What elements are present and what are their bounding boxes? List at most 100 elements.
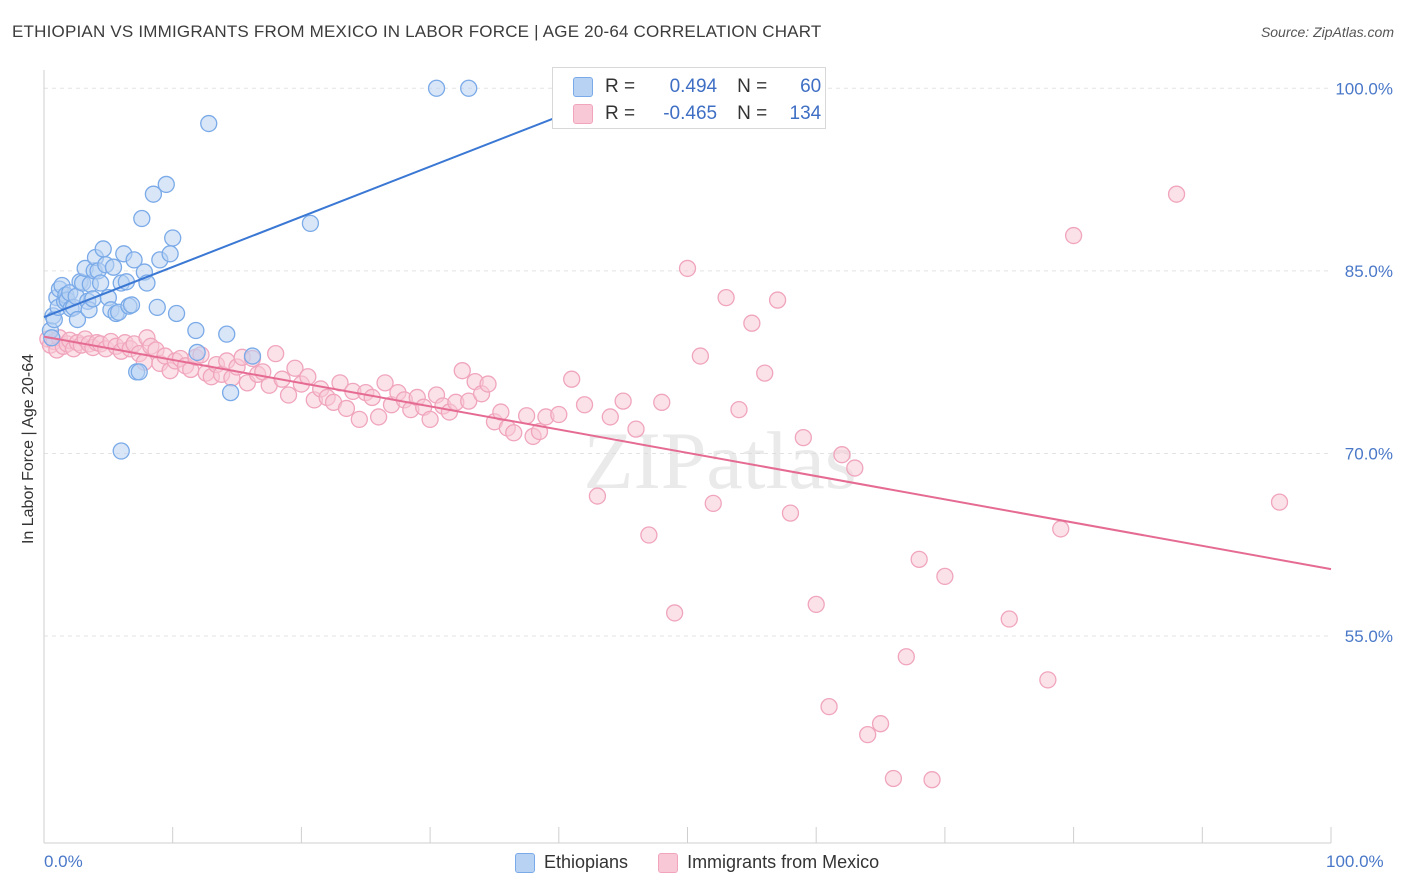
data-point	[301, 214, 320, 233]
data-point	[267, 344, 285, 363]
data-point	[125, 251, 143, 269]
data-point	[1039, 671, 1057, 689]
axes	[43, 70, 1332, 844]
data-point	[421, 410, 439, 429]
data-point	[563, 370, 581, 388]
legend-label-ethiopians: Ethiopians	[544, 852, 629, 872]
data-point	[781, 504, 800, 522]
data-point	[1270, 493, 1289, 511]
data-point	[627, 420, 645, 438]
data-point	[144, 185, 163, 203]
data-point	[923, 771, 941, 789]
data-point	[820, 698, 838, 716]
trend-lines	[43, 110, 1332, 571]
data-point	[653, 393, 671, 411]
data-point	[691, 347, 710, 365]
y-tick-label: 85.0%	[1345, 262, 1393, 281]
data-point	[164, 229, 182, 247]
chart-title: ETHIOPIAN VS IMMIGRANTS FROM MEXICO IN L…	[12, 22, 822, 41]
n-label: N =	[737, 103, 768, 124]
r-value: 0.494	[669, 76, 718, 97]
data-point	[550, 405, 568, 424]
data-point	[221, 383, 240, 402]
data-point	[1052, 520, 1070, 538]
data-point	[167, 304, 186, 323]
data-point	[601, 408, 619, 426]
data-point	[575, 396, 594, 414]
y-axis-label: In Labor Force | Age 20-64	[20, 353, 37, 545]
data-point	[517, 407, 536, 425]
data-point	[130, 363, 148, 381]
data-point	[704, 494, 722, 513]
stats-row-ethiopians: R = 0.494 N = 60	[573, 74, 821, 100]
n-label: N =	[737, 76, 768, 97]
data-point	[337, 399, 356, 418]
y-tick-label: 55.0%	[1345, 627, 1393, 646]
data-point	[133, 209, 151, 228]
data-point	[807, 595, 825, 614]
legend-swatch-ethiopians	[515, 852, 535, 873]
y-tick-labels: 55.0% 70.0% 85.0% 100.0%	[1335, 79, 1393, 646]
series-legend: Ethiopians Immigrants from Mexico	[515, 852, 909, 873]
data-point	[122, 296, 141, 314]
data-point	[1167, 185, 1186, 203]
n-value: 60	[800, 76, 822, 97]
legend-label-mexico: Immigrants from Mexico	[687, 852, 880, 872]
data-point	[200, 114, 218, 133]
watermark: ZIPatlas	[583, 415, 856, 506]
data-point	[148, 298, 166, 317]
data-point	[279, 386, 298, 404]
x-tick-label-max: 100.0%	[1326, 852, 1384, 871]
data-point	[505, 424, 523, 442]
data-point	[104, 258, 123, 276]
data-point	[453, 362, 471, 380]
data-point	[936, 567, 954, 586]
data-point	[614, 392, 632, 410]
data-point	[640, 526, 658, 544]
data-point	[243, 347, 262, 365]
data-point	[910, 550, 928, 569]
data-point	[157, 175, 175, 194]
data-point	[376, 374, 394, 392]
y-tick-label: 70.0%	[1345, 444, 1393, 463]
data-point	[756, 364, 774, 382]
mexico-swatch	[573, 104, 593, 124]
r-value: -0.465	[663, 103, 718, 124]
data-point	[187, 321, 205, 340]
r-label: R =	[605, 103, 636, 124]
data-point	[794, 428, 812, 447]
data-point	[884, 769, 903, 788]
data-point	[859, 726, 877, 744]
data-point	[1064, 226, 1083, 245]
trend-line	[43, 110, 573, 319]
data-point	[479, 375, 497, 393]
stats-row-mexico: R = -0.465 N = 134	[573, 101, 821, 127]
data-point	[665, 604, 684, 622]
data-point	[427, 79, 446, 97]
y-tick-label: 100.0%	[1335, 79, 1393, 98]
data-point	[897, 648, 915, 666]
data-point	[717, 288, 735, 307]
data-point	[369, 408, 388, 426]
stats-legend: R = 0.494 N = 60 R = -0.465 N = 134	[552, 67, 826, 129]
data-point	[460, 392, 478, 410]
data-point	[112, 442, 130, 460]
data-point	[68, 310, 87, 329]
data-point	[768, 291, 787, 309]
ethiopians-swatch	[573, 77, 593, 97]
y-axis-label-wrap: In Labor Force | Age 20-64	[14, 300, 44, 600]
data-point	[743, 314, 761, 332]
data-point	[188, 343, 206, 362]
trend-line	[43, 335, 1332, 571]
data-point	[678, 259, 697, 278]
data-point	[218, 325, 236, 343]
data-point	[91, 274, 110, 292]
legend-item-mexico: Immigrants from Mexico	[658, 852, 879, 873]
x-tick-label-min: 0.0%	[44, 852, 83, 871]
n-value: 134	[789, 103, 822, 124]
data-point	[730, 400, 748, 419]
source-label: Source: ZipAtlas.com	[1260, 24, 1394, 40]
data-point	[871, 715, 890, 733]
legend-swatch-mexico	[658, 852, 679, 873]
